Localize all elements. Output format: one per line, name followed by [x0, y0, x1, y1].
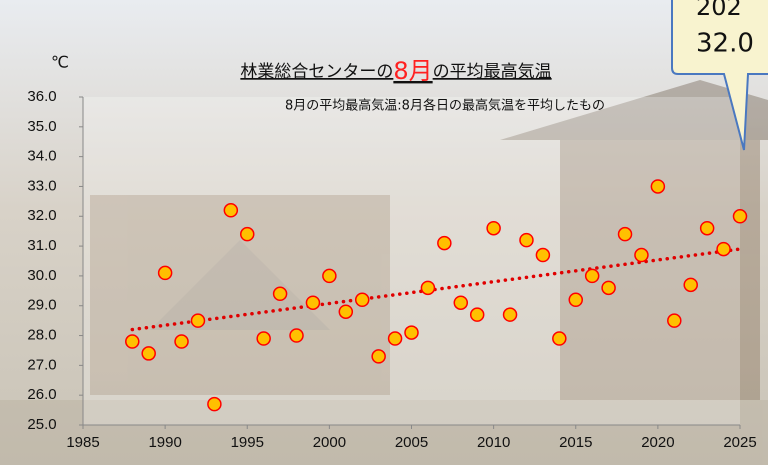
x-tick-label: 2005: [395, 434, 428, 451]
callout-box: [671, 0, 768, 151]
y-tick-label: 34.0: [27, 148, 56, 165]
point: [453, 295, 469, 310]
point: [552, 331, 567, 346]
subtitle: 8月の平均最高気温:8月各日の最高気温を平均したもの: [285, 98, 605, 114]
point: [207, 396, 222, 412]
point: [469, 307, 485, 322]
y-unit: ℃: [51, 53, 69, 72]
point: [289, 328, 304, 343]
point: [699, 220, 715, 236]
point: [371, 349, 386, 364]
point: [634, 247, 649, 263]
callout-text: 32.0: [696, 29, 754, 59]
x-tick-label: 1985: [66, 434, 99, 451]
point: [502, 307, 518, 322]
point: [223, 203, 239, 218]
point: [420, 280, 436, 296]
point: [141, 346, 156, 361]
point: [272, 286, 288, 302]
point: [240, 226, 255, 242]
callout: 202 32.0: [671, 0, 768, 151]
point: [404, 325, 419, 340]
y-tick-label: 28.0: [27, 327, 56, 344]
x-tick-label: 2025: [723, 434, 756, 451]
chart-title: 林業総合センターの8月の平均最高気温: [240, 57, 551, 85]
x-tick-label: 2020: [641, 434, 674, 451]
point: [732, 209, 748, 224]
point: [683, 277, 698, 293]
point: [667, 313, 682, 328]
title-part: 林業総合センターの: [240, 62, 393, 82]
point: [387, 331, 403, 346]
point: [256, 331, 271, 346]
title-part: 8月: [393, 57, 432, 85]
y-tick-label: 35.0: [27, 118, 56, 135]
y-tick-label: 26.0: [27, 386, 56, 403]
x-tick-label: 1995: [231, 434, 264, 451]
point: [354, 292, 370, 308]
plot-area: [83, 97, 740, 425]
y-tick-label: 27.0: [27, 356, 56, 373]
point: [519, 232, 534, 248]
point: [125, 334, 140, 349]
x-tick-label: 2015: [559, 434, 592, 451]
callout-text: 202: [696, 0, 742, 21]
point: [568, 292, 583, 308]
x-tick-label: 1990: [148, 434, 181, 451]
point: [437, 235, 452, 251]
y-tick-label: 32.0: [27, 207, 56, 224]
title-part: の平均最高気温: [433, 62, 552, 82]
point: [486, 220, 501, 236]
y-tick-label: 31.0: [27, 237, 56, 254]
point: [716, 241, 731, 257]
point: [322, 268, 337, 284]
point: [584, 268, 600, 284]
point: [174, 334, 189, 349]
point: [338, 304, 354, 319]
y-tick-label: 30.0: [27, 267, 56, 284]
point: [157, 265, 173, 281]
y-tick-label: 29.0: [27, 297, 56, 314]
y-tick-label: 33.0: [27, 177, 56, 194]
point: [601, 280, 616, 296]
x-tick-label: 2000: [313, 434, 346, 451]
x-tick-label: 2010: [477, 434, 510, 451]
point: [535, 247, 551, 263]
point: [190, 313, 206, 328]
photo-shapes: [0, 80, 768, 465]
point: [617, 226, 633, 242]
point: [305, 295, 321, 310]
point: [650, 179, 666, 194]
y-tick-label: 25.0: [27, 416, 56, 433]
trendline: [130, 247, 742, 332]
y-tick-label: 36.0: [27, 88, 56, 105]
